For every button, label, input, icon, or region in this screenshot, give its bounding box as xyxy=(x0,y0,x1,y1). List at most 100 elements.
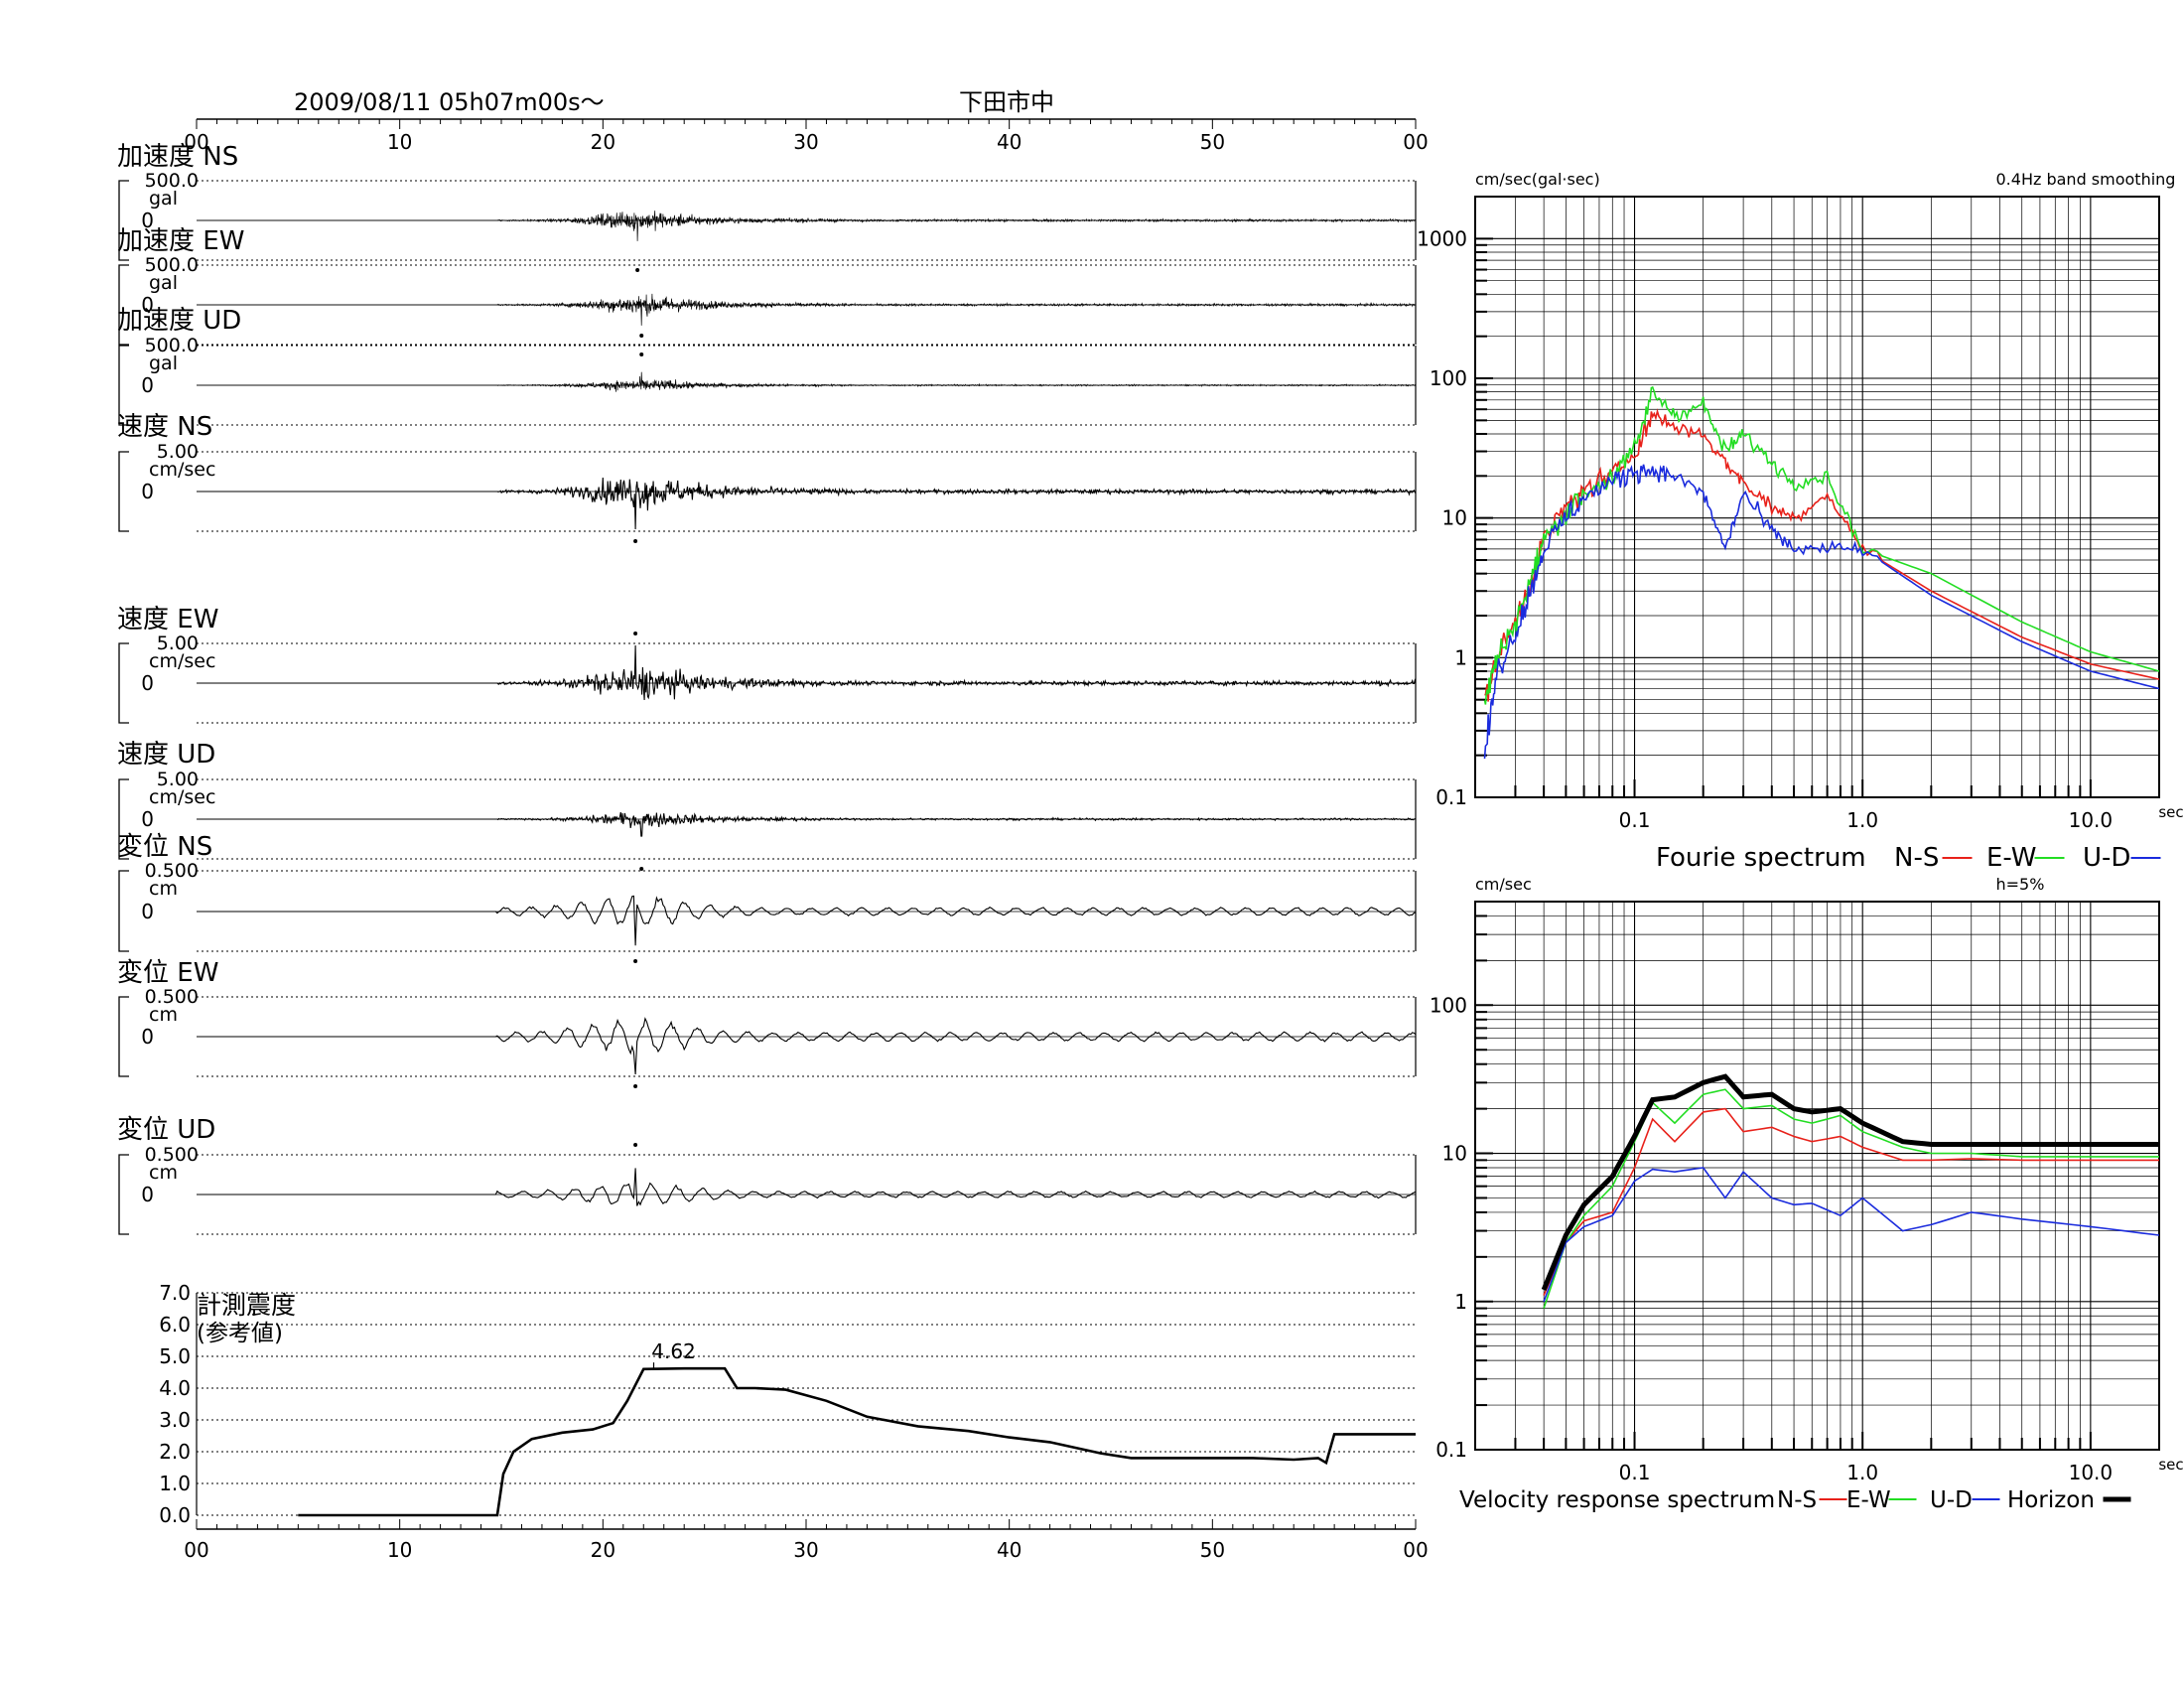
scale-bracket xyxy=(118,778,129,860)
legend-item-label: E-W xyxy=(1846,1487,1891,1513)
scale-bracket xyxy=(118,180,129,261)
intensity-title: 計測震度 xyxy=(197,1291,296,1320)
waveform-trace xyxy=(197,293,1416,326)
x-tick-label: 10.0 xyxy=(2069,808,2114,832)
top-time-axis: 00 10 20 30 40 50 00 xyxy=(184,118,1429,154)
y-tick-label: 100 xyxy=(1430,993,1467,1017)
scale-bracket xyxy=(118,1154,129,1235)
peak-marker xyxy=(639,352,644,356)
y-tick-label: 1000 xyxy=(1417,226,1467,250)
waveform-trace xyxy=(197,1168,1417,1206)
tick-label: 00 xyxy=(184,130,208,154)
zero-label: 0 xyxy=(141,480,154,503)
scale-label: 5.00 xyxy=(157,441,199,463)
series-line-horizon xyxy=(1541,1073,2159,1291)
scale-label: 500.0 xyxy=(145,254,199,276)
fourier-spectrum-chart: 1000 100 10 1 0.1 0.1 1.0 10.0 sec cm/sec(gal·sec… xyxy=(1417,170,2184,873)
channel-label: 加速度 NS xyxy=(117,142,238,172)
scale-label: 0.500 xyxy=(145,860,199,882)
intensity-tick-label: 4.0 xyxy=(159,1376,191,1400)
legend-title: Fourie spectrum xyxy=(1656,843,1866,873)
peak-marker xyxy=(639,334,644,338)
zero-label: 0 xyxy=(141,209,154,232)
record-datetime: 2009/08/11 05h07m00s〜 xyxy=(294,88,605,116)
legend-item-label: Horizon xyxy=(2007,1487,2095,1513)
tick-label: 00 xyxy=(1403,130,1428,154)
legend-title: Velocity response spectrum xyxy=(1459,1487,1775,1513)
peak-marker xyxy=(633,1143,638,1147)
tick-label: 20 xyxy=(591,1538,615,1562)
intensity-curve xyxy=(298,1366,1416,1517)
legend-item-label: U-D xyxy=(1930,1487,1973,1513)
zero-label: 0 xyxy=(141,293,154,317)
waveform-trace xyxy=(197,371,1416,392)
zero-label: 0 xyxy=(141,373,154,397)
unit-label: cm/sec xyxy=(149,786,215,808)
tick-label: 10 xyxy=(387,1538,412,1562)
unit-label: gal xyxy=(149,188,178,210)
x-tick-label: 0.1 xyxy=(1619,808,1651,832)
series-line-u-d xyxy=(1543,1167,2160,1303)
intensity-panel: 計測震度(参考値)7.0 6.0 5.0 4.0 3.0 2.0 1.0 0.0 4.62 xyxy=(159,1281,1416,1527)
chart-note: h=5% xyxy=(1996,875,2045,894)
unit-label: cm xyxy=(149,1004,178,1026)
unit-label: cm/sec xyxy=(149,650,215,672)
peak-marker xyxy=(639,867,644,871)
intensity-tick-label: 0.0 xyxy=(159,1503,191,1527)
intensity-tick-label: 2.0 xyxy=(159,1440,191,1464)
intensity-tick-label: 5.0 xyxy=(159,1344,191,1368)
waveform-trace xyxy=(197,1017,1417,1075)
peak-marker xyxy=(633,959,638,963)
channel-label: 加速度 EW xyxy=(117,226,244,256)
scale-bracket xyxy=(118,996,129,1077)
unit-label: cm xyxy=(149,1162,178,1184)
tick-label: 40 xyxy=(997,130,1022,154)
channel-label: 変位 NS xyxy=(117,832,212,862)
bottom-time-axis: 00 10 20 30 40 50 00 xyxy=(184,1519,1429,1562)
x-unit-label: sec xyxy=(2158,803,2183,821)
scale-bracket xyxy=(118,451,129,532)
scale-label: 500.0 xyxy=(145,170,199,192)
scale-bracket xyxy=(118,642,129,724)
y-tick-label: 10 xyxy=(1442,506,1467,530)
unit-label: cm xyxy=(149,878,178,900)
channel-label: 速度 UD xyxy=(117,740,215,770)
legend-item-label: N-S xyxy=(1894,843,1939,873)
y-tick-label: 1 xyxy=(1454,645,1467,669)
zero-label: 0 xyxy=(141,900,154,923)
chart-note: 0.4Hz band smoothing xyxy=(1996,170,2176,189)
series-line-n-s xyxy=(1543,1107,2159,1296)
waveform-trace xyxy=(197,211,1416,241)
scale-label: 0.500 xyxy=(145,1144,199,1166)
intensity-tick-label: 3.0 xyxy=(159,1408,191,1432)
channel-label: 変位 UD xyxy=(117,1115,215,1145)
peak-marker xyxy=(633,632,638,635)
x-tick-label: 1.0 xyxy=(1846,1461,1878,1484)
tick-label: 10 xyxy=(387,130,412,154)
unit-label: cm/sec xyxy=(149,459,215,481)
legend-item-label: E-W xyxy=(1986,843,2036,873)
unit-label: gal xyxy=(149,352,178,374)
y-tick-label: 1 xyxy=(1454,1290,1467,1314)
zero-label: 0 xyxy=(141,1183,154,1206)
station-name: 下田市中 xyxy=(959,88,1054,116)
legend-item-label: N-S xyxy=(1777,1487,1817,1513)
peak-marker xyxy=(635,268,640,272)
zero-label: 0 xyxy=(141,807,154,831)
tick-label: 00 xyxy=(1403,1538,1428,1562)
waveform-trace xyxy=(197,811,1417,837)
intensity-tick-label: 7.0 xyxy=(159,1281,191,1305)
y-tick-label: 100 xyxy=(1430,366,1467,390)
zero-label: 0 xyxy=(141,671,154,695)
x-tick-label: 10.0 xyxy=(2069,1461,2114,1484)
y-tick-label: 10 xyxy=(1442,1142,1467,1166)
unit-label: gal xyxy=(149,272,178,294)
